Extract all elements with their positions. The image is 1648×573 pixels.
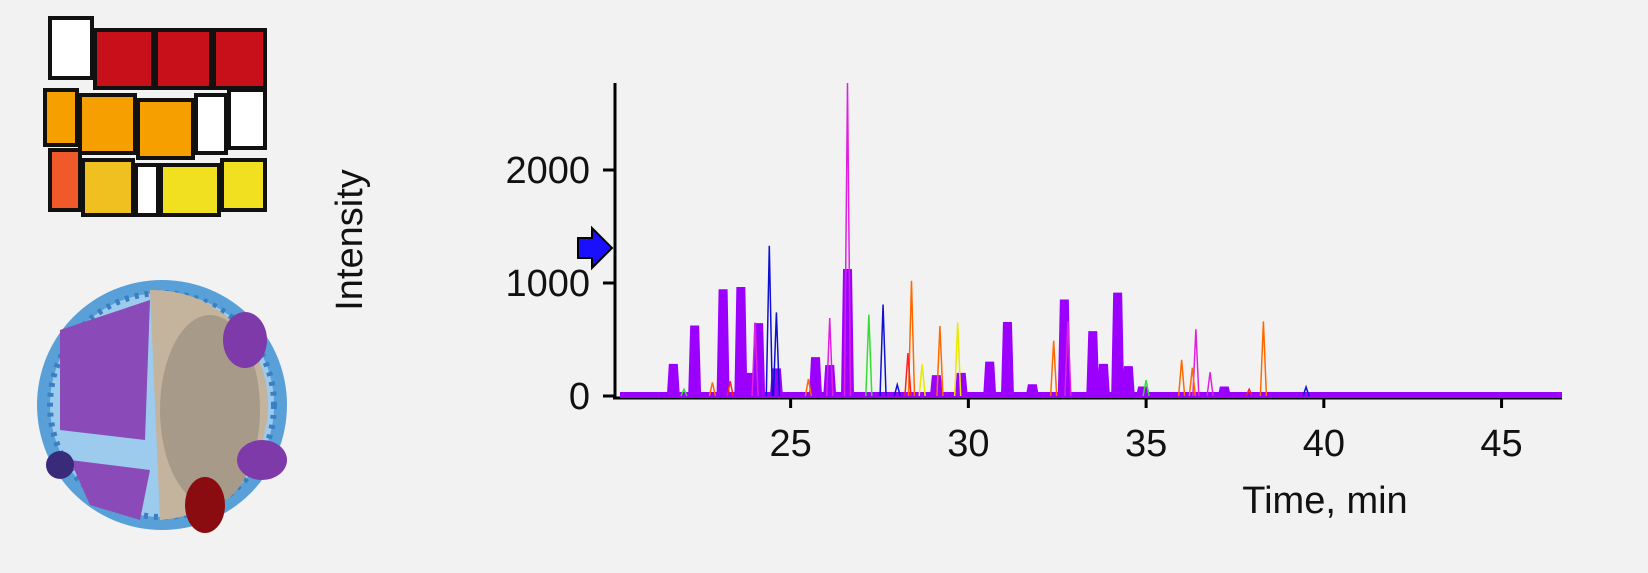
peak (1245, 387, 1253, 397)
peak (823, 364, 837, 397)
peak (1121, 366, 1135, 397)
peak (983, 361, 997, 397)
y-tick-label: 1000 (505, 263, 590, 305)
peak (918, 364, 926, 397)
peak (954, 372, 968, 397)
peak (1142, 380, 1150, 397)
particle-image (37, 280, 287, 533)
peak (840, 268, 855, 397)
peak (1188, 367, 1197, 397)
peak (1064, 321, 1072, 397)
peak (772, 312, 781, 397)
peak (953, 322, 962, 397)
x-tick-label: 25 (769, 423, 811, 465)
peak (1302, 384, 1310, 397)
peak (904, 353, 912, 397)
peak (716, 289, 730, 397)
peak (688, 325, 702, 397)
y-tick-label: 0 (569, 376, 590, 418)
peak (1096, 363, 1110, 397)
peak (1192, 329, 1200, 397)
peak (929, 375, 943, 397)
peak (680, 387, 688, 397)
peak (726, 381, 734, 397)
peak (1177, 359, 1186, 397)
peak (879, 304, 887, 397)
peak (741, 372, 755, 397)
peak (765, 245, 774, 397)
y-axis-label: Intensity (329, 169, 371, 311)
peak (825, 318, 834, 397)
peak (666, 363, 680, 397)
x-tick-label: 30 (947, 423, 989, 465)
peak (1000, 322, 1014, 397)
peak (1259, 321, 1268, 397)
x-tick-label: 45 (1480, 423, 1522, 465)
peak (1217, 386, 1231, 397)
peak (1025, 384, 1039, 397)
peak (804, 378, 813, 397)
peak (1111, 292, 1125, 397)
x-tick-label: 40 (1303, 423, 1345, 465)
peak (893, 381, 901, 397)
peak (1206, 372, 1214, 397)
peak (907, 280, 916, 397)
peak (751, 322, 759, 397)
peak (936, 325, 944, 397)
peak (808, 357, 823, 397)
peak (1135, 386, 1150, 397)
peak (1086, 331, 1100, 397)
peak (708, 382, 717, 397)
y-tick-label: 2000 (505, 150, 590, 192)
peak (1049, 340, 1058, 397)
plot-area: 0 1000 2000 25 30 35 40 45 (505, 82, 1562, 465)
x-tick-label: 35 (1125, 423, 1167, 465)
cube-image (43, 15, 267, 217)
peak (865, 314, 873, 397)
marker-arrow (577, 225, 614, 271)
peak (843, 82, 852, 397)
x-axis-label: Time, min (1242, 480, 1407, 522)
